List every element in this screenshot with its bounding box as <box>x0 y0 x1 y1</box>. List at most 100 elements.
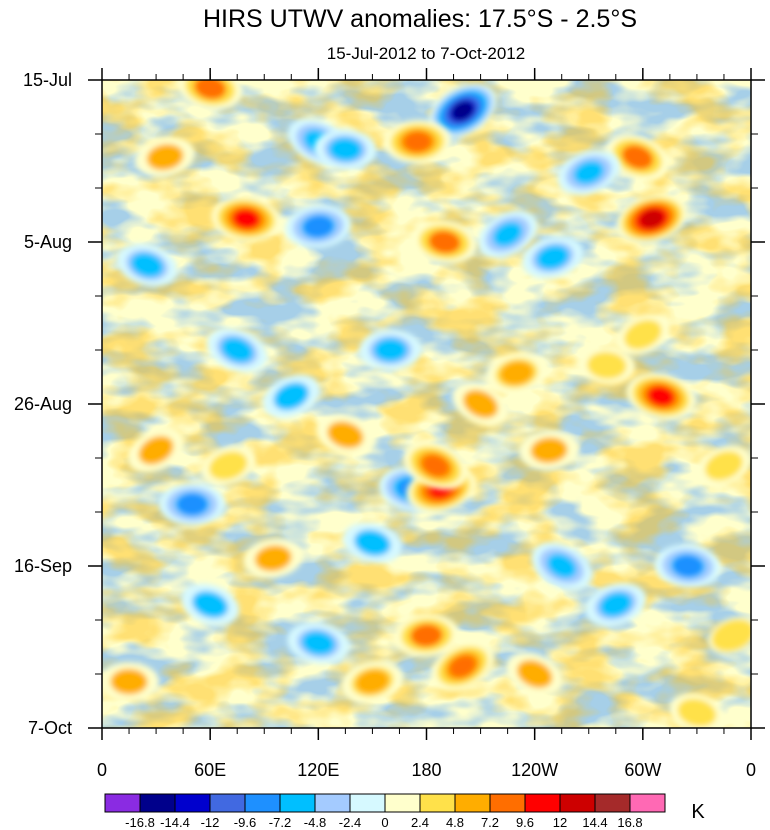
anomaly-contour <box>546 553 577 579</box>
anomaly-feature <box>262 374 320 418</box>
anomaly-contour <box>209 451 248 481</box>
anomaly-contour <box>624 319 662 350</box>
x-tick-label: 60E <box>194 760 226 780</box>
anomaly-feature <box>428 83 497 139</box>
y-tick-label: 5-Aug <box>24 232 72 252</box>
anomaly-contour <box>536 245 570 270</box>
anomaly-feature <box>519 430 579 470</box>
anomaly-feature <box>200 445 256 486</box>
colorbar-label: 0 <box>381 815 388 830</box>
colorbar-box <box>489 793 526 813</box>
anomaly-feature <box>522 236 584 279</box>
chart-title: HIRS UTWV anomalies: 17.5°S - 2.5°S <box>203 5 637 33</box>
anomaly-feature <box>585 582 647 627</box>
x-tick-label: 120E <box>297 760 339 780</box>
anomaly-contour <box>500 361 534 386</box>
anomaly-feature <box>430 641 495 692</box>
anomaly-contour <box>255 545 292 571</box>
colorbar-box <box>629 793 666 813</box>
anomaly-feature <box>243 538 304 579</box>
anomaly-feature <box>116 243 178 287</box>
anomaly-contour <box>139 436 174 465</box>
anomaly-feature <box>342 522 402 564</box>
anomaly-contour <box>301 631 335 656</box>
anomaly-contour <box>647 386 674 407</box>
anomaly-feature <box>393 613 460 657</box>
colorbar-box <box>349 793 386 813</box>
anomaly-contour <box>623 145 652 169</box>
anomaly-feature <box>411 220 478 264</box>
colorbar-label: -7.2 <box>269 815 291 830</box>
colorbar-box <box>209 793 246 813</box>
y-tick-label: 16-Sep <box>14 556 72 576</box>
anomaly-contour <box>531 437 568 463</box>
anomaly-feature <box>506 652 564 696</box>
anomaly-contour <box>233 209 260 229</box>
anomaly-feature <box>669 693 725 728</box>
anomaly-feature <box>616 313 670 356</box>
anomaly-feature <box>654 544 721 588</box>
colorbar-label: -9.6 <box>234 815 256 830</box>
plot-area <box>102 80 751 728</box>
y-tick-label: 15-Jul <box>23 70 72 90</box>
colorbar-box <box>139 793 176 813</box>
anomaly-contour <box>587 351 627 379</box>
chart-subtitle: 15-Jul-2012 to 7-Oct-2012 <box>327 44 525 63</box>
anomaly-contour <box>274 382 309 410</box>
colorbar-label: 9.6 <box>516 815 534 830</box>
colorbar-label: -2.4 <box>339 815 361 830</box>
anomaly-feature <box>314 129 377 170</box>
colorbar-label: 2.4 <box>411 815 429 830</box>
anomaly-feature <box>128 428 185 473</box>
anomaly-contour <box>411 624 442 647</box>
anomaly-feature <box>605 133 670 181</box>
x-tick-label: 180 <box>411 760 441 780</box>
anomaly-feature <box>477 210 538 259</box>
colorbar-box <box>559 793 596 813</box>
anomaly-feature <box>102 662 160 702</box>
colorbar: -16.8 -14.4 -12 -9.6 -7.2 -4.8 -2.4 0 2.4 4.8 7.2 9… <box>104 793 666 830</box>
colorbar-label: 14.4 <box>582 815 607 830</box>
x-tick-label: 0 <box>97 760 107 780</box>
anomaly-feature <box>383 119 452 164</box>
colorbar-box <box>279 793 316 813</box>
anomaly-contour <box>421 454 450 477</box>
colorbar-label: -16.8 <box>125 815 155 830</box>
anomaly-feature <box>616 194 688 244</box>
anomaly-feature <box>135 137 195 178</box>
axis-ticks: 0 60E 120E 180 120W 60W 0 15-Jul 5-Aug 26-Aug 16-S… <box>14 68 765 780</box>
anomaly-feature <box>485 352 548 394</box>
anomaly-contour <box>517 660 552 688</box>
colorbar-box <box>594 793 631 813</box>
colorbar-label: 7.2 <box>481 815 499 830</box>
anomaly-contour <box>177 493 207 515</box>
colorbar-box <box>524 793 561 813</box>
colorbar-box <box>454 793 491 813</box>
colorbar-label: -12 <box>201 815 220 830</box>
colorbar-label: -14.4 <box>160 815 190 830</box>
anomaly-contour <box>449 655 476 678</box>
colorbar-box <box>104 793 141 813</box>
anomaly-contour <box>111 669 148 695</box>
anomaly-feature <box>578 346 635 384</box>
anomaly-feature <box>626 373 696 420</box>
anomaly-feature <box>696 445 751 487</box>
colorbar-box <box>314 793 351 813</box>
anomaly-feature <box>316 414 375 456</box>
anomaly-contour <box>373 338 408 362</box>
anomaly-contour <box>403 131 432 152</box>
anomaly-feature <box>403 441 468 490</box>
anomaly-feature <box>531 542 592 590</box>
anomaly-feature <box>287 622 350 664</box>
x-tick-label: 120W <box>511 760 558 780</box>
colorbar-label: 16.8 <box>617 815 642 830</box>
anomaly-contour <box>705 451 743 481</box>
anomaly-contour <box>221 337 254 363</box>
colorbar-box <box>174 793 211 813</box>
anomaly-contour <box>573 160 604 185</box>
anomaly-contour <box>192 591 228 618</box>
anomaly-contour <box>711 619 751 652</box>
anomaly-feature <box>207 327 268 373</box>
colorbar-units: K <box>691 801 705 823</box>
